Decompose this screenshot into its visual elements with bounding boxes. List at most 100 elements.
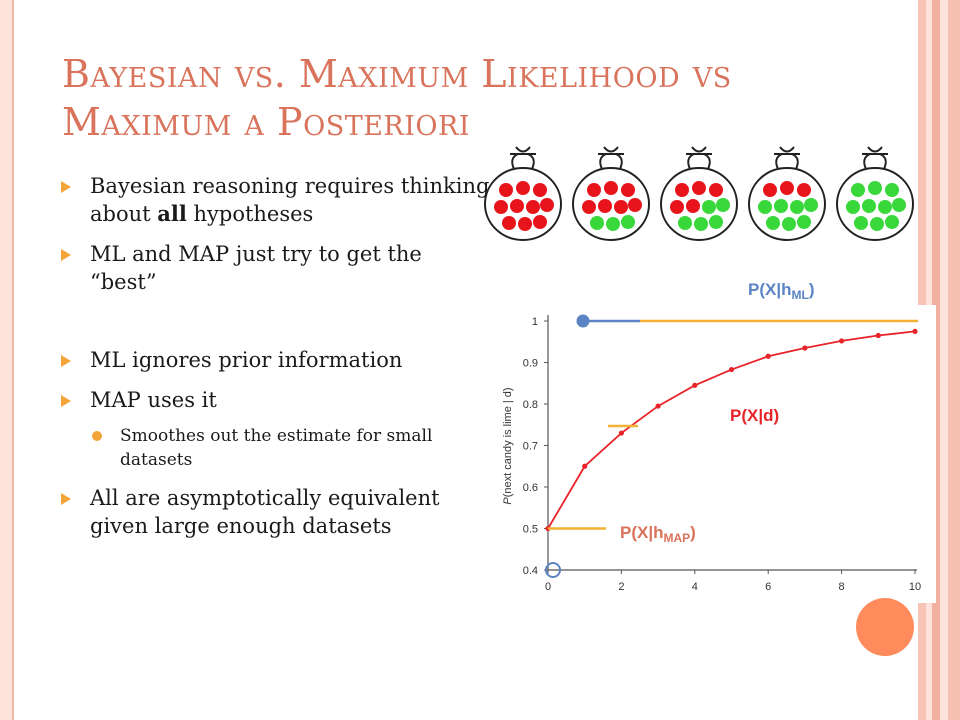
candy-bag bbox=[836, 146, 914, 241]
bullet-list: Bayesian reasoning requires thinking abo… bbox=[60, 172, 490, 540]
data-point bbox=[728, 366, 735, 373]
data-point bbox=[655, 403, 661, 409]
red-candy bbox=[533, 183, 547, 197]
candy-bag bbox=[660, 146, 738, 241]
green-candy bbox=[790, 200, 804, 214]
data-point bbox=[802, 345, 808, 351]
map-label-sub: MAP bbox=[663, 531, 690, 545]
red-candy bbox=[763, 183, 777, 197]
bag-knot bbox=[598, 146, 624, 170]
green-candy bbox=[868, 181, 882, 195]
bullet-icon bbox=[61, 493, 71, 505]
red-candy bbox=[587, 183, 601, 197]
data-point bbox=[839, 338, 845, 344]
green-candy bbox=[606, 217, 620, 231]
x-tick-label: 2 bbox=[618, 581, 624, 593]
green-candy bbox=[797, 215, 811, 229]
red-candy bbox=[692, 181, 706, 195]
green-candy bbox=[846, 200, 860, 214]
data-point bbox=[692, 382, 698, 388]
red-candy bbox=[670, 200, 684, 214]
x-tick-label: 0 bbox=[545, 581, 551, 593]
map-label-close: ) bbox=[690, 523, 696, 542]
red-candy bbox=[516, 181, 530, 195]
red-candy bbox=[494, 200, 508, 214]
green-candy bbox=[758, 200, 772, 214]
green-candy bbox=[709, 215, 723, 229]
red-candy bbox=[797, 183, 811, 197]
bullet-icon bbox=[61, 181, 71, 193]
x-tick-label: 10 bbox=[909, 581, 921, 593]
green-candy bbox=[621, 215, 635, 229]
red-candy bbox=[518, 217, 532, 231]
candy-bags-illustration bbox=[484, 146, 914, 241]
y-axis-label-rest: (next candy is lime | d) bbox=[502, 387, 514, 497]
ml-label-close: ) bbox=[809, 280, 815, 299]
red-candy bbox=[598, 199, 612, 213]
ml-dot bbox=[576, 314, 590, 328]
bag-outline bbox=[572, 167, 650, 241]
data-point bbox=[912, 328, 918, 334]
bag-knot bbox=[686, 146, 712, 170]
y-tick-label: 0.8 bbox=[523, 399, 538, 411]
bag-outline bbox=[748, 167, 826, 241]
bullet-text-pre: Bayesian reasoning requires thinking abo… bbox=[90, 174, 490, 226]
data-point bbox=[618, 430, 625, 436]
y-tick-label: 1 bbox=[532, 316, 538, 328]
sub-bullet-item: Smoothes out the estimate for small data… bbox=[60, 424, 490, 472]
green-candy bbox=[885, 215, 899, 229]
green-candy bbox=[716, 198, 730, 212]
y-axis-label-p: P bbox=[502, 497, 514, 505]
green-candy bbox=[804, 198, 818, 212]
ml-label: P(X|hML) bbox=[748, 280, 814, 302]
red-candy bbox=[621, 183, 635, 197]
bag-outline bbox=[660, 167, 738, 241]
slide-title: Bayesian vs. Maximum Likelihood vs Maxim… bbox=[62, 50, 862, 146]
bullet-item: ML and MAP just try to get the “best” bbox=[60, 240, 490, 296]
bag-knot bbox=[510, 146, 536, 170]
bullet-text: ML and MAP just try to get the “best” bbox=[90, 242, 422, 294]
title-line-2: Maximum a Posteriori bbox=[62, 100, 471, 144]
green-candy bbox=[590, 216, 604, 230]
y-tick-label: 0.7 bbox=[523, 441, 538, 453]
origin-circle bbox=[545, 562, 561, 578]
y-axis-label: P(next candy is lime | d) bbox=[502, 387, 514, 504]
bullet-text: All are asymptotically equivalent given … bbox=[90, 486, 440, 538]
series-line bbox=[547, 330, 916, 529]
data-point bbox=[765, 353, 771, 359]
data-point bbox=[875, 332, 881, 339]
green-candy bbox=[885, 183, 899, 197]
ml-label-main: P(X|h bbox=[748, 280, 791, 299]
red-candy bbox=[582, 200, 596, 214]
green-candy bbox=[870, 217, 884, 231]
red-candy bbox=[780, 181, 794, 195]
green-candy bbox=[774, 199, 788, 213]
y-tick-label: 0.5 bbox=[523, 524, 538, 536]
bag-knot bbox=[862, 146, 888, 170]
y-tick-label: 0.9 bbox=[523, 358, 538, 370]
red-candy bbox=[533, 215, 547, 229]
red-candy bbox=[604, 181, 618, 195]
red-candy bbox=[614, 200, 628, 214]
x-tick-label: 6 bbox=[765, 581, 771, 593]
bullet-item: ML ignores prior information bbox=[60, 346, 490, 374]
red-candy bbox=[628, 198, 642, 212]
red-candy bbox=[510, 199, 524, 213]
candy-bag bbox=[748, 146, 826, 241]
green-candy bbox=[694, 217, 708, 231]
green-candy bbox=[862, 199, 876, 213]
bullet-text-post: hypotheses bbox=[186, 202, 314, 226]
title-line-1: Bayesian vs. Maximum Likelihood vs bbox=[62, 52, 732, 96]
green-candy bbox=[782, 217, 796, 231]
chart-panel bbox=[486, 305, 936, 603]
bullet-icon bbox=[61, 355, 71, 367]
green-candy bbox=[878, 200, 892, 214]
red-candy bbox=[502, 216, 516, 230]
x-tick-label: 4 bbox=[692, 581, 698, 593]
y-tick-label: 0.4 bbox=[523, 565, 538, 577]
bullet-icon bbox=[61, 249, 71, 261]
bullet-item: Bayesian reasoning requires thinking abo… bbox=[60, 172, 490, 228]
bag-knot bbox=[774, 146, 800, 170]
green-candy bbox=[766, 216, 780, 230]
